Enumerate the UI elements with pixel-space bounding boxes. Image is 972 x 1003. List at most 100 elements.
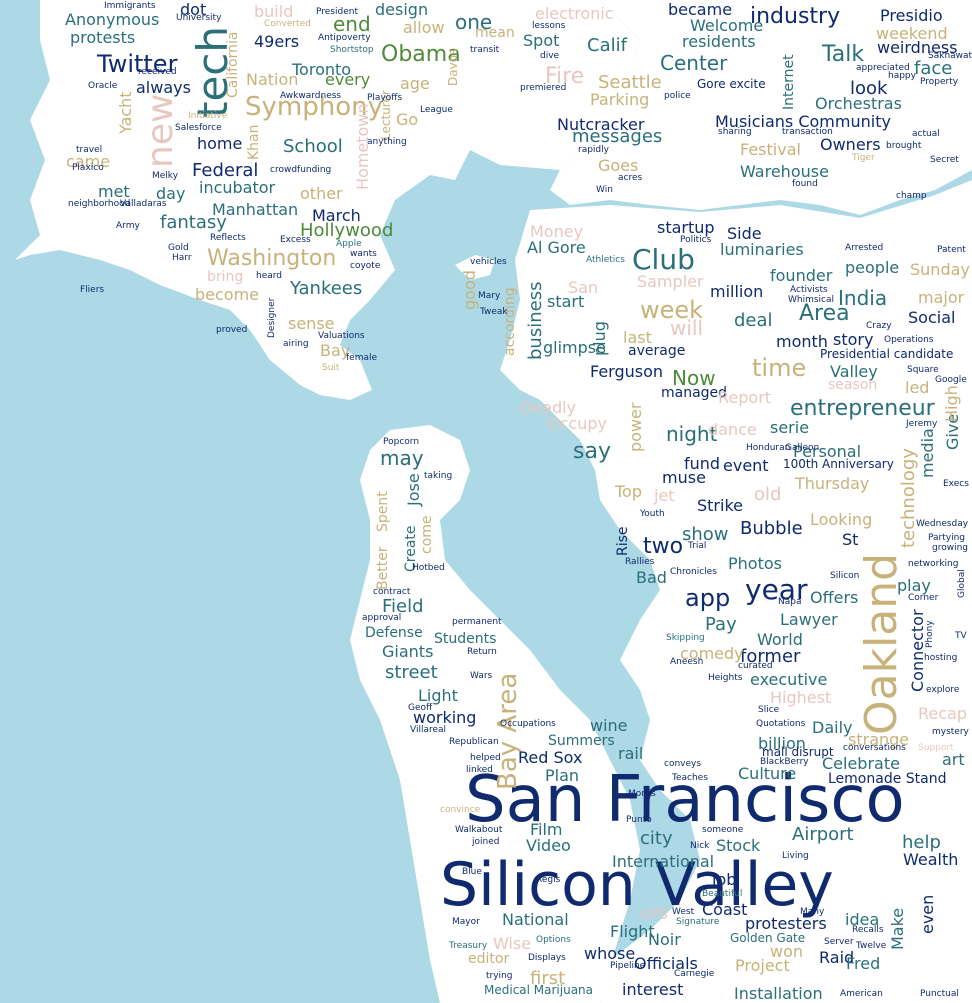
cloud-word: Presidential candidate [820, 347, 954, 361]
cloud-word: even [918, 894, 937, 934]
cloud-word: technology [898, 448, 919, 548]
cloud-word: managed [661, 385, 728, 401]
cloud-word: premiered [520, 83, 567, 93]
cloud-word: airing [283, 339, 309, 349]
cloud-word: Airport [792, 824, 854, 845]
cloud-word: explore [926, 685, 960, 695]
cloud-word: taking [424, 471, 453, 481]
cloud-word: time [752, 354, 807, 382]
cloud-word: School [283, 136, 343, 157]
cloud-word: Blue [462, 867, 482, 877]
cloud-word: Secret [930, 155, 959, 165]
cloud-word: Hollywood [300, 220, 394, 241]
cloud-word: Jose [404, 473, 423, 506]
cloud-word: hosting [924, 653, 958, 663]
cloud-word: Villareal [410, 725, 447, 735]
cloud-word: BlackBerry [760, 757, 809, 767]
cloud-word: 100th Anniversary [783, 457, 894, 471]
cloud-word: Whimsical [788, 295, 835, 305]
cloud-word: lessons [532, 21, 566, 31]
cloud-word: Spot [523, 31, 560, 50]
cloud-word: convince [440, 805, 481, 815]
cloud-word: incubator [199, 178, 276, 197]
cloud-word: Al Gore [527, 238, 586, 257]
cloud-word: power [626, 402, 645, 452]
cloud-word: Immigrants [104, 1, 156, 11]
cloud-word: Politics [680, 235, 712, 245]
cloud-word: Top [615, 482, 642, 501]
cloud-word: Symphony [245, 92, 383, 122]
cloud-word: Musicians Community [715, 112, 891, 131]
cloud-word: Occupations [500, 719, 556, 729]
cloud-word: actual [912, 129, 940, 139]
cloud-word: Displays [528, 953, 566, 963]
cloud-word: Valley [830, 362, 878, 381]
cloud-word: Officials [634, 954, 698, 973]
cloud-word: Obama [381, 42, 461, 67]
cloud-word: Treasury [449, 941, 488, 951]
cloud-word: World [757, 630, 803, 649]
cloud-word: Sunday [910, 260, 970, 279]
cloud-word: networking [908, 559, 959, 569]
cloud-word: conveys [664, 759, 702, 769]
cloud-word: received [138, 67, 177, 77]
cloud-word: week [640, 296, 704, 324]
cloud-word: industry [750, 4, 841, 29]
cloud-word: Awkwardness [280, 91, 342, 101]
cloud-word: police [664, 91, 691, 101]
island-land [455, 255, 495, 280]
cloud-word: Republican [449, 737, 499, 747]
cloud-word: Tweak [480, 307, 508, 317]
cloud-word: Presidio [880, 6, 943, 25]
cloud-word: average [628, 343, 686, 359]
cloud-word: Operations [884, 335, 934, 345]
cloud-word: old [754, 484, 782, 505]
cloud-word: St [842, 530, 859, 549]
cloud-word: play [897, 576, 931, 595]
cloud-word: million [710, 282, 764, 301]
cloud-word: Ferguson [590, 362, 664, 381]
cloud-word: Talk [822, 42, 865, 67]
cloud-word: transaction [782, 127, 833, 137]
cloud-word: Daily [812, 718, 853, 737]
cloud-word: Anonymous [65, 10, 160, 29]
cloud-word: American [840, 989, 883, 999]
cloud-word: Army [116, 221, 140, 231]
cloud-word: Wednesday [916, 519, 969, 529]
cloud-word: Welcome [690, 16, 764, 35]
cloud-word: Fire [545, 64, 585, 89]
cloud-word: always [136, 78, 191, 97]
cloud-word: show [682, 524, 729, 545]
cloud-word: come [419, 515, 435, 554]
cloud-word: crowdfunding [270, 165, 332, 175]
cloud-word: dot [180, 0, 207, 19]
peninsula-land [350, 425, 640, 1003]
cloud-word: Geoff [408, 703, 433, 713]
cloud-word: day [156, 184, 186, 203]
cloud-word: Deadly [520, 398, 577, 417]
cloud-word: Arrested [845, 243, 884, 253]
cloud-word: first [530, 968, 566, 989]
cloud-word: mall disrupt [762, 745, 834, 759]
cloud-word: jet [654, 486, 675, 505]
cloud-word: Walkabout [455, 825, 503, 835]
cloud-word: Washington [207, 246, 337, 271]
cloud-word: design [375, 0, 429, 19]
cloud-word: female [346, 353, 378, 363]
cloud-word: Goes [598, 156, 639, 175]
cloud-word: Win [596, 185, 613, 195]
cloud-word: Melky [152, 171, 179, 181]
cloud-word: Sampler [637, 272, 704, 291]
cloud-word: Manhattan [212, 200, 299, 219]
cloud-word: sharing [718, 127, 752, 137]
cloud-word: Carnegie [674, 969, 715, 979]
cloud-word: Popcorn [383, 437, 420, 447]
cloud-word: muse [662, 468, 706, 487]
cloud-word: look [850, 78, 888, 99]
cloud-word: Many [800, 907, 825, 917]
cloud-word: Antipoverty [318, 33, 371, 43]
cloud-word: International [612, 852, 715, 871]
cloud-word: bring [207, 269, 244, 285]
